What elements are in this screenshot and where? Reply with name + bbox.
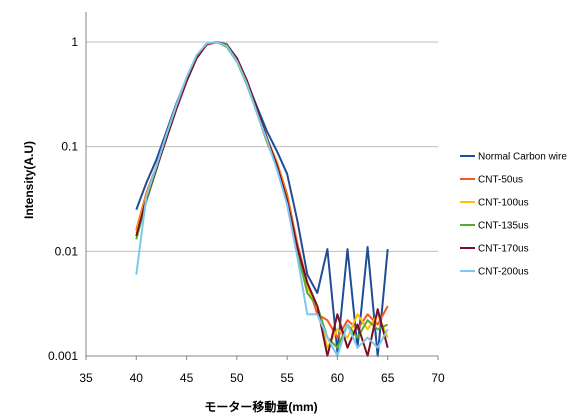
x-tick-label: 70 [431, 371, 445, 385]
y-tick-label: 0.001 [48, 349, 78, 363]
axes [85, 12, 439, 360]
legend-label: CNT-200us [478, 267, 529, 278]
series-line-5 [135, 41, 389, 357]
x-tick-label: 60 [331, 371, 345, 385]
legend-item: CNT-50us [460, 175, 523, 186]
y-tick-label: 0.1 [61, 140, 78, 154]
y-axis-title: Intensity(A.U) [22, 141, 36, 219]
x-tick-label: 65 [381, 371, 395, 385]
tick-labels: 0.001 0.01 0.1 1 35 40 45 50 55 60 65 70 [48, 35, 445, 385]
x-tick-label: 50 [230, 371, 244, 385]
legend-label: CNT-170us [478, 244, 529, 255]
series-line-4 [135, 41, 389, 357]
y-tick-label: 0.01 [55, 244, 79, 258]
x-tick-label: 40 [130, 371, 144, 385]
legend-item: Normal Carbon wire [460, 152, 567, 163]
legend-item: CNT-170us [460, 244, 529, 255]
legend-item: CNT-100us [460, 198, 529, 209]
x-tick-label: 35 [79, 371, 93, 385]
legend-label: Normal Carbon wire [478, 152, 567, 163]
legend: Normal Carbon wire CNT-50us CNT-100us CNT-1… [460, 152, 567, 278]
series-lines [135, 41, 389, 357]
y-tick-label: 1 [71, 35, 78, 49]
legend-item: CNT-135us [460, 221, 529, 232]
x-tick-label: 55 [280, 371, 294, 385]
legend-label: CNT-50us [478, 175, 523, 186]
x-axis-title: モーター移動量(mm) [204, 399, 317, 414]
legend-item: CNT-200us [460, 267, 529, 278]
x-tick-label: 45 [180, 371, 194, 385]
legend-label: CNT-100us [478, 198, 529, 209]
legend-label: CNT-135us [478, 221, 529, 232]
